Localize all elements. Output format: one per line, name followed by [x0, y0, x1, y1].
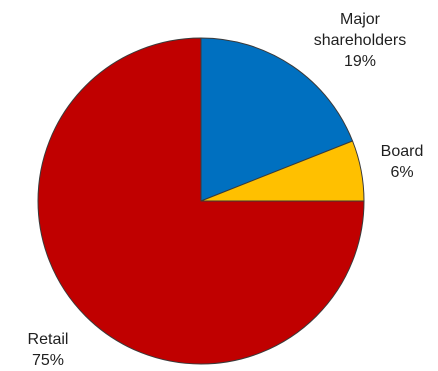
pie-slice-major-shareholders [200, 37, 354, 202]
pie-category-label: Retail [28, 331, 69, 348]
pie-category-label: shareholders [314, 32, 407, 49]
pie-labels: Major shareholders 19% Board 6% Retail 75% [28, 11, 424, 369]
pie-value-label: 19% [344, 53, 376, 70]
pie-category-label: Board [381, 143, 424, 160]
pie-value-label: 6% [390, 164, 413, 181]
pie-value-label: 75% [32, 352, 64, 369]
pie-slices [37, 37, 365, 365]
pie-label-major-shareholders: Major shareholders 19% [314, 11, 407, 70]
pie-slice-retail [37, 37, 365, 365]
pie-category-label: Major [340, 11, 381, 28]
pie-label-retail: Retail 75% [28, 331, 69, 369]
pie-label-board: Board 6% [381, 143, 424, 181]
